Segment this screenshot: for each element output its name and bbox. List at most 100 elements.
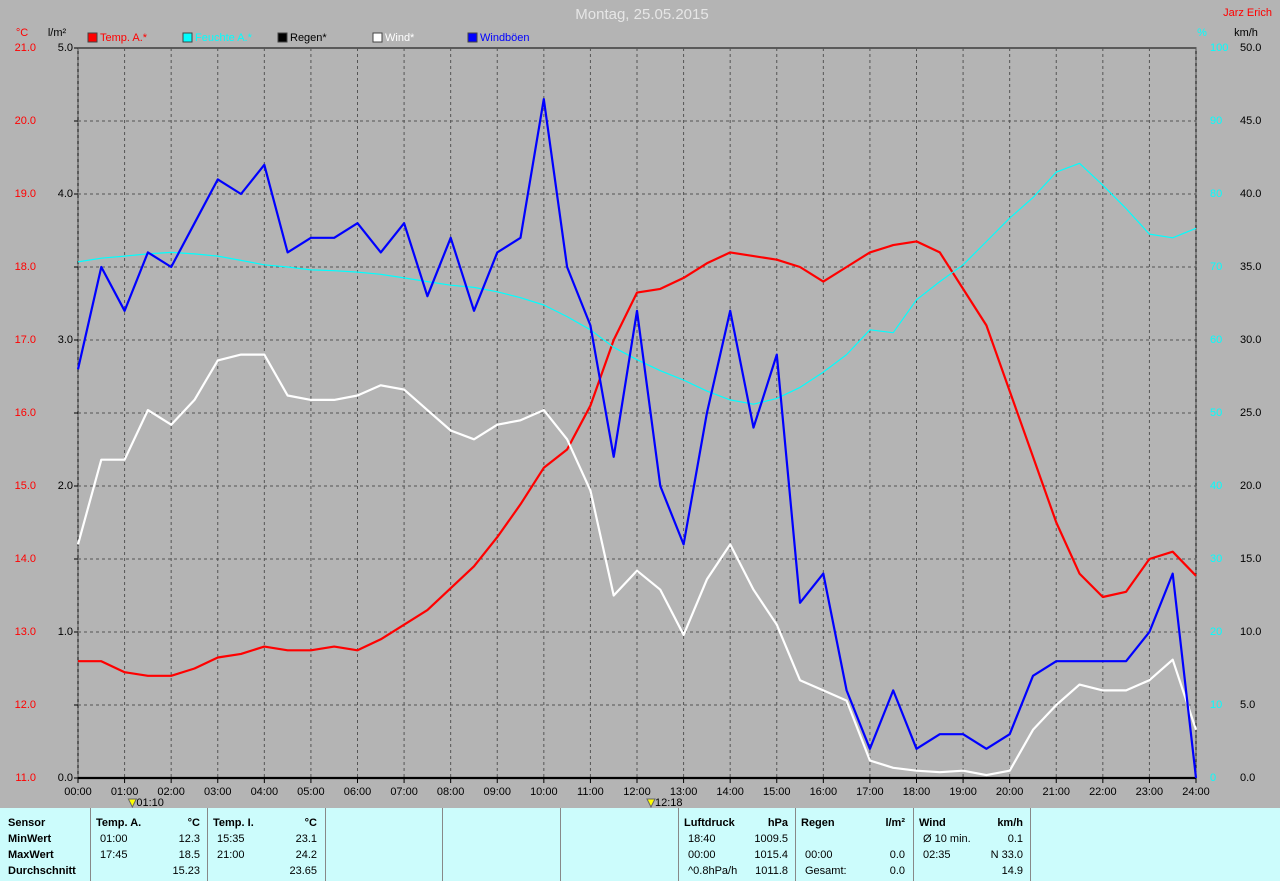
cell: Ø 10 min. bbox=[923, 833, 971, 845]
y-tick-label: 12.0 bbox=[15, 699, 36, 711]
x-tick-label: 17:00 bbox=[856, 786, 884, 798]
cell: 15:35 bbox=[217, 833, 245, 845]
series-line bbox=[77, 162, 1197, 405]
separator bbox=[1030, 808, 1031, 881]
cell: 0.0 bbox=[889, 849, 905, 861]
y-tick-label: 90 bbox=[1210, 115, 1222, 127]
y-tick-label: 2.0 bbox=[58, 480, 73, 492]
x-tick-label: 09:00 bbox=[483, 786, 511, 798]
block-unit: l/m² bbox=[885, 817, 905, 829]
legend-label: Windböen bbox=[480, 32, 530, 44]
chart-title: Montag, 25.05.2015 bbox=[575, 6, 708, 23]
x-tick-label: 22:00 bbox=[1089, 786, 1117, 798]
series-line bbox=[76, 98, 1198, 779]
y-tick-label: 5.0 bbox=[58, 42, 73, 54]
y-tick-label: 3.0 bbox=[58, 334, 73, 346]
row-header: MinWert bbox=[8, 833, 52, 845]
y-tick-label: 25.0 bbox=[1240, 407, 1261, 419]
cell: 14.9 bbox=[1001, 865, 1023, 877]
cell: 23.65 bbox=[289, 865, 317, 877]
y-tick-label: 19.0 bbox=[15, 188, 36, 200]
marker-label: 01:10 bbox=[136, 797, 164, 808]
block-unit: °C bbox=[304, 817, 317, 829]
separator bbox=[678, 808, 679, 881]
y-tick-label: 1.0 bbox=[58, 626, 73, 638]
legend-swatch bbox=[87, 32, 98, 43]
row-header: Durchschnitt bbox=[8, 865, 76, 877]
separator bbox=[560, 808, 561, 881]
y-tick-label: 20 bbox=[1210, 626, 1222, 638]
x-tick-label: 14:00 bbox=[716, 786, 744, 798]
legend-label: Wind* bbox=[385, 32, 415, 44]
y-tick-label: 70 bbox=[1210, 261, 1222, 273]
y3-axis-unit: % bbox=[1197, 27, 1207, 39]
cell: 00:00 bbox=[688, 849, 716, 861]
legend-label: Regen* bbox=[290, 32, 327, 44]
cell: 0.1 bbox=[1007, 833, 1023, 845]
y-tick-label: 16.0 bbox=[15, 407, 36, 419]
cell: 18:40 bbox=[688, 833, 716, 845]
y-tick-label: 15.0 bbox=[15, 480, 36, 492]
y-tick-label: 80 bbox=[1210, 188, 1222, 200]
y-tick-label: 0.0 bbox=[1240, 772, 1255, 784]
x-tick-label: 12:00 bbox=[623, 786, 651, 798]
x-tick-label: 16:00 bbox=[810, 786, 838, 798]
y-tick-label: 10.0 bbox=[1240, 626, 1261, 638]
x-tick-label: 08:00 bbox=[437, 786, 465, 798]
block-title: Regen bbox=[801, 817, 835, 829]
x-tick-label: 02:00 bbox=[157, 786, 185, 798]
y-tick-label: 30 bbox=[1210, 553, 1222, 565]
x-tick-label: 10:00 bbox=[530, 786, 558, 798]
y-tick-label: 45.0 bbox=[1240, 115, 1261, 127]
y-tick-label: 50.0 bbox=[1240, 42, 1261, 54]
y-tick-label: 60 bbox=[1210, 334, 1222, 346]
row-header: Sensor bbox=[8, 817, 46, 829]
x-tick-label: 03:00 bbox=[204, 786, 232, 798]
x-tick-label: 07:00 bbox=[390, 786, 418, 798]
x-tick-label: 04:00 bbox=[251, 786, 279, 798]
x-tick-label: 15:00 bbox=[763, 786, 791, 798]
y-tick-label: 21.0 bbox=[15, 42, 36, 54]
x-tick-label: 00:00 bbox=[64, 786, 92, 798]
y-tick-label: 30.0 bbox=[1240, 334, 1261, 346]
cell: Gesamt: bbox=[805, 865, 847, 877]
separator bbox=[207, 808, 208, 881]
summary-table: Sensor MinWert MaxWert Durchschnitt Temp. A.… bbox=[0, 808, 1280, 881]
cell: 12.3 bbox=[178, 833, 200, 845]
series-line bbox=[76, 353, 1198, 777]
y-tick-label: 13.0 bbox=[15, 626, 36, 638]
x-tick-label: 06:00 bbox=[344, 786, 372, 798]
x-tick-label: 19:00 bbox=[949, 786, 977, 798]
y-tick-label: 35.0 bbox=[1240, 261, 1261, 273]
block-unit: hPa bbox=[767, 817, 788, 829]
cell: 17:45 bbox=[100, 849, 128, 861]
y-tick-label: 14.0 bbox=[15, 553, 36, 565]
cell: ^0.8hPa/h bbox=[688, 865, 738, 877]
marker-icon bbox=[127, 798, 138, 808]
y-tick-label: 20.0 bbox=[15, 115, 36, 127]
marker-label: 12:18 bbox=[655, 797, 683, 808]
block-title: Temp. A. bbox=[96, 817, 142, 829]
block-unit: °C bbox=[187, 817, 200, 829]
cell: 21:00 bbox=[217, 849, 245, 861]
cell: 23.1 bbox=[295, 833, 317, 845]
cell: 1015.4 bbox=[754, 849, 788, 861]
cell: 24.2 bbox=[295, 849, 317, 861]
x-tick-label: 11:00 bbox=[577, 786, 604, 798]
row-header: MaxWert bbox=[8, 849, 54, 861]
block-title: Temp. I. bbox=[213, 817, 254, 829]
y-tick-label: 50 bbox=[1210, 407, 1222, 419]
cell: 00:00 bbox=[805, 849, 833, 861]
x-tick-label: 13:00 bbox=[670, 786, 698, 798]
cell: 1009.5 bbox=[754, 833, 788, 845]
separator bbox=[913, 808, 914, 881]
cell: N 33.0 bbox=[990, 849, 1023, 861]
block-title: Luftdruck bbox=[684, 817, 735, 829]
y-tick-label: 40 bbox=[1210, 480, 1222, 492]
legend-label: Feuchte A.* bbox=[195, 32, 253, 44]
legend-swatch bbox=[372, 32, 383, 43]
x-tick-label: 24:00 bbox=[1182, 786, 1210, 798]
x-tick-label: 23:00 bbox=[1136, 786, 1164, 798]
block-unit: km/h bbox=[997, 817, 1023, 829]
